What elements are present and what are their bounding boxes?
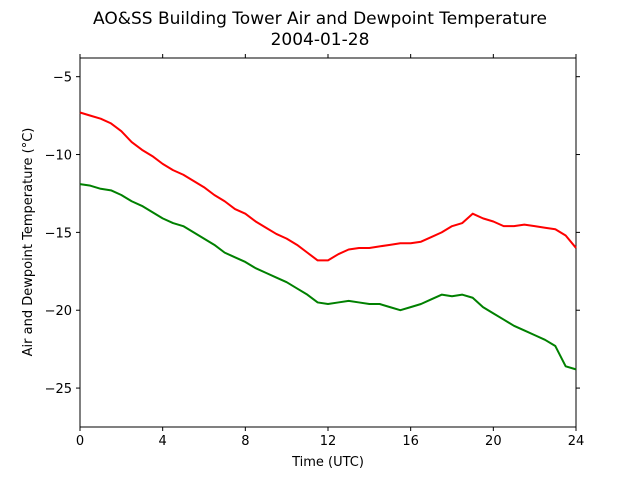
x-tick-label: 8 <box>241 434 249 449</box>
x-tick-label: 0 <box>76 434 84 449</box>
chart-title: AO&SS Building Tower Air and Dewpoint Te… <box>93 9 547 29</box>
x-tick-label: 4 <box>159 434 167 449</box>
y-tick-label: −5 <box>53 71 72 86</box>
chart-subtitle: 2004-01-28 <box>271 30 370 50</box>
plot-area: 0 4 8 12 16 20 24 −25 −20 −15 −10 −5 <box>45 54 584 449</box>
y-tick-label: −25 <box>45 382 72 397</box>
x-tick-label: 16 <box>402 434 419 449</box>
series-lines <box>79 111 577 371</box>
plot-frame <box>79 57 577 428</box>
air-temperature-line <box>79 111 577 262</box>
y-tick-label: −20 <box>45 304 72 319</box>
x-axis-label: Time (UTC) <box>291 455 364 470</box>
x-tick-label: 12 <box>320 434 337 449</box>
x-tick-label: 20 <box>485 434 502 449</box>
y-ticks: −25 −20 −15 −10 −5 <box>45 71 580 397</box>
dewpoint-temperature-line <box>79 183 577 371</box>
x-ticks: 0 4 8 12 16 20 24 <box>76 54 584 449</box>
y-tick-label: −15 <box>45 226 72 241</box>
y-axis-label: Air and Dewpoint Temperature (°C) <box>21 128 36 357</box>
x-tick-label: 24 <box>568 434 585 449</box>
y-tick-label: −10 <box>45 149 72 164</box>
